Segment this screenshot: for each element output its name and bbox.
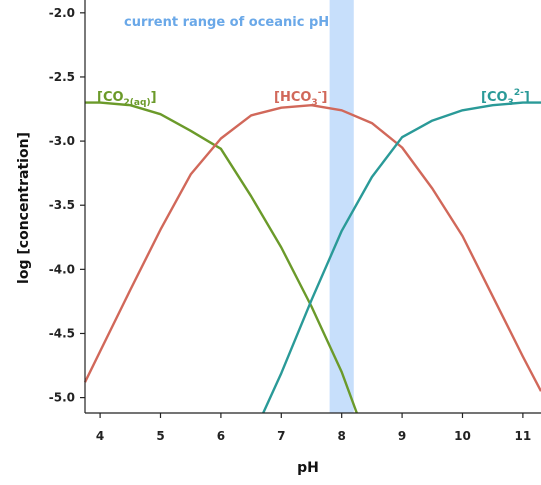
- x-tick-label: 7: [277, 429, 285, 443]
- series-label-part: 2-: [514, 88, 524, 98]
- series-line-2: [262, 101, 541, 414]
- series-label-part: ]: [321, 90, 327, 105]
- y-axis-label: log [concentration]: [16, 132, 32, 284]
- x-tick-label: 5: [156, 429, 164, 443]
- series-label-part: ]: [524, 90, 530, 105]
- series-label-part: -: [318, 88, 322, 98]
- x-tick-label: 11: [515, 429, 532, 443]
- series-label-part: [CO: [481, 90, 508, 105]
- series-line-0: [85, 101, 358, 414]
- series-labels: [CO2(aq)] [HCO3-] [CO32-]: [97, 88, 530, 108]
- y-tick-label: -4.5: [49, 326, 75, 340]
- series-label-part: 2(aq): [124, 98, 151, 108]
- y-tick-label: -3.0: [49, 134, 75, 148]
- series-label-part: 3: [311, 98, 317, 108]
- series-layer: [83, 101, 541, 414]
- series-line-1: [83, 104, 541, 392]
- ticks-layer: 4 5 6 7 8 9 10 11 -2.0 -2.5 -3.0 -3.5 -4.0 -4.5 -5.0: [49, 6, 531, 443]
- series-label-1: [HCO3-]: [274, 88, 327, 108]
- y-tick-label: -3.5: [49, 198, 75, 212]
- x-tick-label: 10: [454, 429, 471, 443]
- x-tick-label: 9: [398, 429, 406, 443]
- y-tick-label: -5.0: [49, 391, 75, 405]
- x-tick-label: 8: [338, 429, 346, 443]
- y-tick-label: -2.5: [49, 70, 75, 84]
- y-tick-label: -2.0: [49, 6, 75, 20]
- series-label-part: ]: [151, 90, 157, 105]
- oceanic-ph-band: [329, 0, 354, 413]
- series-label-2: [CO32-]: [481, 88, 530, 108]
- series-label-part: [HCO: [274, 90, 311, 105]
- x-axis-label: pH: [297, 460, 319, 476]
- series-label-part: [CO: [97, 90, 124, 105]
- series-label-0: [CO2(aq)]: [97, 90, 157, 108]
- y-tick-label: -4.0: [49, 262, 75, 276]
- x-tick-label: 4: [96, 429, 104, 443]
- plot-area: [85, 0, 541, 413]
- band-label: current range of oceanic pH: [124, 15, 329, 30]
- series-label-part: 3: [508, 98, 514, 108]
- x-tick-label: 6: [217, 429, 225, 443]
